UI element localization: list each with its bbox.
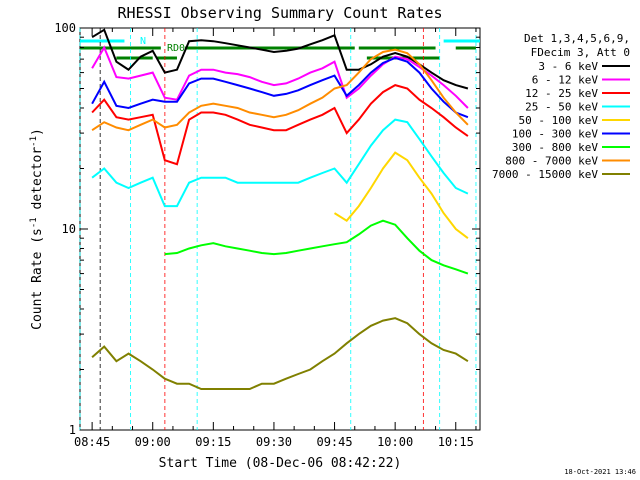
legend-entry-label: 3 - 6 keV — [538, 60, 598, 73]
rd0-flag-label: RD0 — [167, 43, 185, 54]
legend-entry-label: 12 - 25 keV — [525, 87, 598, 100]
series-line-8 — [91, 317, 469, 390]
series-line-2 — [91, 84, 469, 166]
y-tick-label: 1 — [69, 423, 76, 437]
y-axis-label-part2: detector — [30, 147, 45, 218]
x-tick-label: 08:45 — [74, 435, 110, 449]
legend-entry-label: 6 - 12 keV — [532, 74, 599, 87]
x-tick-label: 10:00 — [377, 435, 413, 449]
chart-title: RHESSI Observing Summary Count Rates — [117, 4, 442, 22]
legend-entry-label: 100 - 300 keV — [512, 128, 598, 141]
series-line-5 — [91, 56, 469, 119]
x-tick-label: 09:30 — [256, 435, 292, 449]
y-tick-label: 10 — [62, 222, 76, 236]
legend-entry-label: 25 - 50 keV — [525, 101, 598, 114]
night-flag-label: N — [140, 36, 146, 47]
series-lines — [91, 28, 469, 390]
legend-entry-label: 300 - 800 keV — [512, 141, 598, 154]
x-axis-ticks: 08:45 09:00 09:15 09:30 09:45 10:00 10:15 — [74, 28, 477, 449]
y-axis-label-part1: Count Rate (s — [30, 228, 45, 330]
legend-header-line2: FDecim 3, Att 0 — [531, 46, 630, 59]
legend-header-line1: Det 1,3,4,5,6,9, — [524, 32, 630, 45]
x-axis-label: Start Time (08-Dec-06 08:42:22) — [159, 456, 402, 471]
x-tick-label: 09:45 — [316, 435, 352, 449]
series-line-3 — [91, 118, 469, 208]
status-flags: N RD0 — [79, 28, 480, 430]
series-line-1 — [91, 45, 469, 109]
y-axis-label-sup2: -1 — [29, 136, 39, 147]
y-tick-label: 100 — [54, 21, 76, 35]
y-axis-label-part3: ) — [30, 128, 45, 136]
x-tick-label: 09:15 — [195, 435, 231, 449]
legend-entry-label: 50 - 100 keV — [519, 114, 599, 127]
generation-timestamp: 18-Oct-2021 13:46 — [564, 468, 636, 476]
series-line-6 — [164, 219, 469, 275]
y-axis-label: Count Rate (s-1 detector-1) — [29, 128, 45, 330]
legend-entry-label: 800 - 7000 keV — [505, 155, 598, 168]
series-line-0 — [91, 28, 469, 90]
series-line-7 — [91, 48, 469, 132]
series-line-4 — [333, 151, 469, 239]
y-axis-label-sup1: -1 — [29, 217, 39, 228]
x-tick-label: 10:15 — [438, 435, 474, 449]
legend-entry-label: 7000 - 15000 keV — [492, 168, 598, 181]
x-tick-label: 09:00 — [135, 435, 171, 449]
y-axis-ticks: 1 10 100 — [54, 21, 480, 437]
